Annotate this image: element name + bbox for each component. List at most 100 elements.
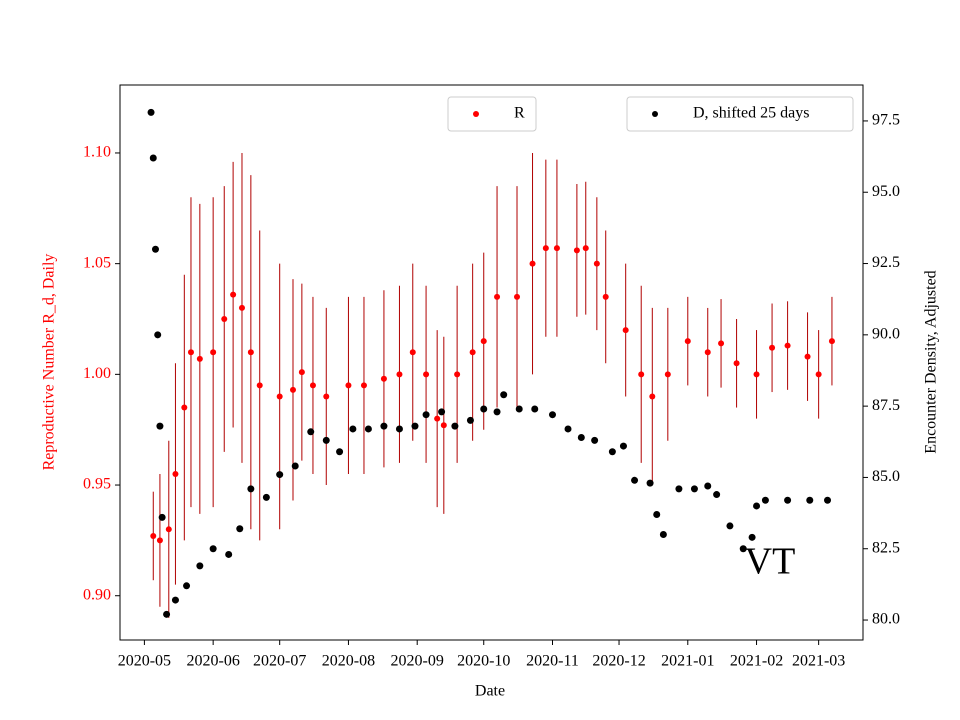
plot-frame xyxy=(119,84,864,641)
point xyxy=(675,485,683,493)
point xyxy=(196,562,204,570)
point xyxy=(646,479,654,487)
point xyxy=(573,247,580,254)
point xyxy=(151,245,159,253)
point xyxy=(210,349,217,356)
point xyxy=(262,493,270,501)
point xyxy=(411,422,419,430)
x-tick-label: 2020-07 xyxy=(253,653,306,670)
point xyxy=(187,349,194,356)
point xyxy=(769,344,776,351)
point xyxy=(323,393,330,400)
point xyxy=(494,293,501,300)
point xyxy=(434,415,441,422)
legend-marker xyxy=(652,111,658,117)
point xyxy=(531,405,539,413)
x-axis-label: Date xyxy=(475,683,505,700)
point xyxy=(514,293,521,300)
point xyxy=(307,428,315,436)
x-tick-label: 2020-05 xyxy=(118,653,171,670)
point xyxy=(619,442,627,450)
point xyxy=(564,425,572,433)
point xyxy=(733,360,740,367)
x-tick-label: 2020-10 xyxy=(457,653,510,670)
x-tick-label: 2020-11 xyxy=(526,653,579,670)
point xyxy=(349,425,357,433)
point xyxy=(591,436,599,444)
y-axis-label: Reproductive Number R_d, Daily xyxy=(41,254,58,471)
point xyxy=(824,496,832,504)
point xyxy=(718,340,725,347)
point xyxy=(163,610,171,618)
point xyxy=(156,537,163,544)
point xyxy=(165,526,172,533)
point xyxy=(804,353,811,360)
point xyxy=(380,375,387,382)
y-tick-label: 1.10 xyxy=(83,144,111,161)
point xyxy=(784,342,791,349)
x-tick-label: 2021-02 xyxy=(730,653,783,670)
point xyxy=(664,371,671,378)
point xyxy=(221,315,228,322)
point xyxy=(181,404,188,411)
point xyxy=(753,371,760,378)
point xyxy=(336,448,344,456)
point xyxy=(423,371,430,378)
point xyxy=(322,436,330,444)
point xyxy=(806,496,814,504)
point xyxy=(422,411,430,419)
point xyxy=(690,485,698,493)
legend-marker xyxy=(473,111,479,117)
point xyxy=(396,371,403,378)
point xyxy=(360,382,367,389)
point xyxy=(276,471,284,479)
point xyxy=(602,293,609,300)
legend-box xyxy=(447,96,537,132)
point xyxy=(815,371,822,378)
point xyxy=(395,425,403,433)
point xyxy=(454,371,461,378)
point xyxy=(247,485,255,493)
point xyxy=(480,338,487,345)
legend-box xyxy=(626,96,854,132)
point xyxy=(684,338,691,345)
point xyxy=(649,393,656,400)
point xyxy=(529,260,536,267)
legend-label: R xyxy=(514,105,525,122)
point xyxy=(291,462,299,470)
point xyxy=(577,434,585,442)
point xyxy=(172,470,179,477)
point xyxy=(480,405,488,413)
point xyxy=(828,338,835,345)
point xyxy=(238,304,245,311)
point xyxy=(154,331,162,339)
point xyxy=(149,154,157,162)
point xyxy=(493,408,501,416)
point xyxy=(380,422,388,430)
point xyxy=(183,582,191,590)
x-tick-label: 2020-06 xyxy=(186,653,239,670)
point xyxy=(622,327,629,334)
point xyxy=(451,422,459,430)
point xyxy=(653,511,661,519)
point xyxy=(469,349,476,356)
point xyxy=(548,411,556,419)
point xyxy=(784,496,792,504)
y2-tick-label: 82.5 xyxy=(872,539,900,556)
point xyxy=(236,525,244,533)
x-tick-label: 2020-12 xyxy=(592,653,645,670)
point xyxy=(515,405,523,413)
point xyxy=(276,393,283,400)
y2-axis-label: Encounter Density, Adjusted xyxy=(923,270,940,453)
point xyxy=(171,596,179,604)
point xyxy=(593,260,600,267)
y2-tick-label: 95.0 xyxy=(872,183,900,200)
point xyxy=(753,502,761,510)
point xyxy=(739,545,747,553)
point xyxy=(704,349,711,356)
y2-tick-label: 87.5 xyxy=(872,397,900,414)
x-tick-label: 2020-08 xyxy=(322,653,375,670)
y2-tick-label: 92.5 xyxy=(872,254,900,271)
point xyxy=(225,550,233,558)
x-tick-label: 2021-01 xyxy=(661,653,714,670)
